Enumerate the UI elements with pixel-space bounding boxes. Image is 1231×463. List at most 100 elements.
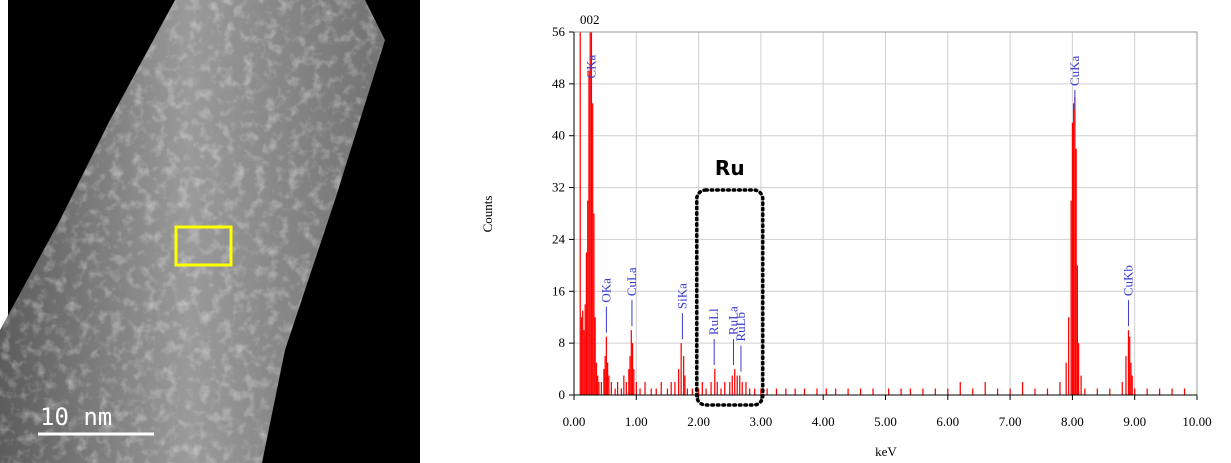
bar xyxy=(666,388,669,395)
x-tick-label: 7.00 xyxy=(999,414,1022,429)
bar xyxy=(887,388,890,395)
bar xyxy=(607,362,609,395)
bar xyxy=(603,369,605,395)
peak-label: CKa xyxy=(583,54,598,78)
bar xyxy=(691,388,693,395)
x-axis-label: keV xyxy=(875,444,897,459)
bar xyxy=(590,32,593,395)
bar xyxy=(734,369,736,395)
spectrum-chart: 002 keV Counts 0 8 16 24 32 40 48 56 0.00 1.00 2.0… xyxy=(480,12,1212,459)
bar xyxy=(604,356,606,395)
peak-label: CuKb xyxy=(1120,265,1135,296)
bar xyxy=(1127,330,1130,395)
bar xyxy=(1073,103,1075,395)
bar xyxy=(633,369,635,395)
bar xyxy=(680,343,682,395)
bar xyxy=(736,375,738,395)
bar xyxy=(716,382,718,395)
bar xyxy=(1071,122,1074,395)
peak-label: OKa xyxy=(598,278,613,303)
bar xyxy=(835,388,837,395)
y-tick-label: 56 xyxy=(552,24,566,39)
x-tick-label: 10.00 xyxy=(1182,414,1211,429)
y-tick-label: 16 xyxy=(552,283,566,298)
y-tick-label: 8 xyxy=(559,335,566,350)
bar xyxy=(580,317,583,395)
bar xyxy=(686,388,689,395)
bar xyxy=(1158,388,1161,395)
region-box xyxy=(174,225,233,267)
chart-title: 002 xyxy=(580,12,600,27)
region-label: Ru xyxy=(715,156,745,180)
bar xyxy=(909,388,912,395)
bar xyxy=(754,388,756,395)
micrograph: 10 nm xyxy=(0,0,420,463)
x-tick-label: 8.00 xyxy=(1061,414,1084,429)
bar xyxy=(710,382,712,395)
bar xyxy=(608,375,610,395)
bar xyxy=(1146,388,1148,395)
bar xyxy=(947,388,949,395)
bar xyxy=(605,336,608,395)
bar xyxy=(972,388,974,395)
bar xyxy=(1021,382,1024,395)
bar xyxy=(592,103,594,395)
bar xyxy=(625,382,627,395)
bar xyxy=(623,375,625,395)
bar xyxy=(872,388,874,395)
peak-label: RuLa xyxy=(725,306,740,335)
x-tick-label: 2.00 xyxy=(687,414,710,429)
bar xyxy=(729,382,731,395)
bar xyxy=(582,310,584,395)
bar xyxy=(594,317,596,395)
bar xyxy=(1065,362,1067,395)
bar xyxy=(745,382,747,395)
bar xyxy=(825,388,827,395)
y-tick-label: 48 xyxy=(552,76,565,91)
bar xyxy=(660,382,662,395)
bar xyxy=(674,382,676,395)
bar xyxy=(620,388,622,395)
bar xyxy=(655,388,657,395)
bar xyxy=(1183,388,1186,395)
bar xyxy=(1121,382,1123,395)
bar xyxy=(585,252,588,395)
x-tick-label: 3.00 xyxy=(750,414,773,429)
bar xyxy=(683,356,685,395)
bar xyxy=(1125,356,1127,395)
bar xyxy=(635,382,637,395)
bar xyxy=(816,388,818,395)
bar xyxy=(629,356,631,395)
bar xyxy=(794,388,796,395)
bar xyxy=(1171,388,1173,395)
bar xyxy=(1130,362,1132,395)
bar xyxy=(1109,388,1111,395)
bar xyxy=(741,382,743,395)
bar xyxy=(584,304,586,395)
bar xyxy=(644,382,646,395)
bar xyxy=(1096,388,1098,395)
x-tick-label: 4.00 xyxy=(812,414,835,429)
peak-label: RuLl xyxy=(706,308,721,335)
bar xyxy=(900,388,902,395)
bar xyxy=(631,343,634,395)
bar xyxy=(731,375,733,395)
bar xyxy=(1075,148,1077,395)
bar xyxy=(1084,388,1086,395)
bar xyxy=(628,369,630,395)
bar xyxy=(1134,388,1136,395)
x-tick-label: 6.00 xyxy=(936,414,959,429)
bar xyxy=(1009,388,1011,395)
x-tick-label: 9.00 xyxy=(1123,414,1146,429)
bar xyxy=(670,382,672,395)
bar xyxy=(803,388,806,395)
bar xyxy=(1080,375,1082,395)
x-tick-label: 5.00 xyxy=(874,414,897,429)
bar xyxy=(714,369,716,395)
bar xyxy=(595,362,598,395)
bar xyxy=(583,330,585,395)
bar xyxy=(1129,336,1131,395)
bar xyxy=(630,330,632,395)
bar xyxy=(720,388,722,395)
bar xyxy=(847,388,849,395)
